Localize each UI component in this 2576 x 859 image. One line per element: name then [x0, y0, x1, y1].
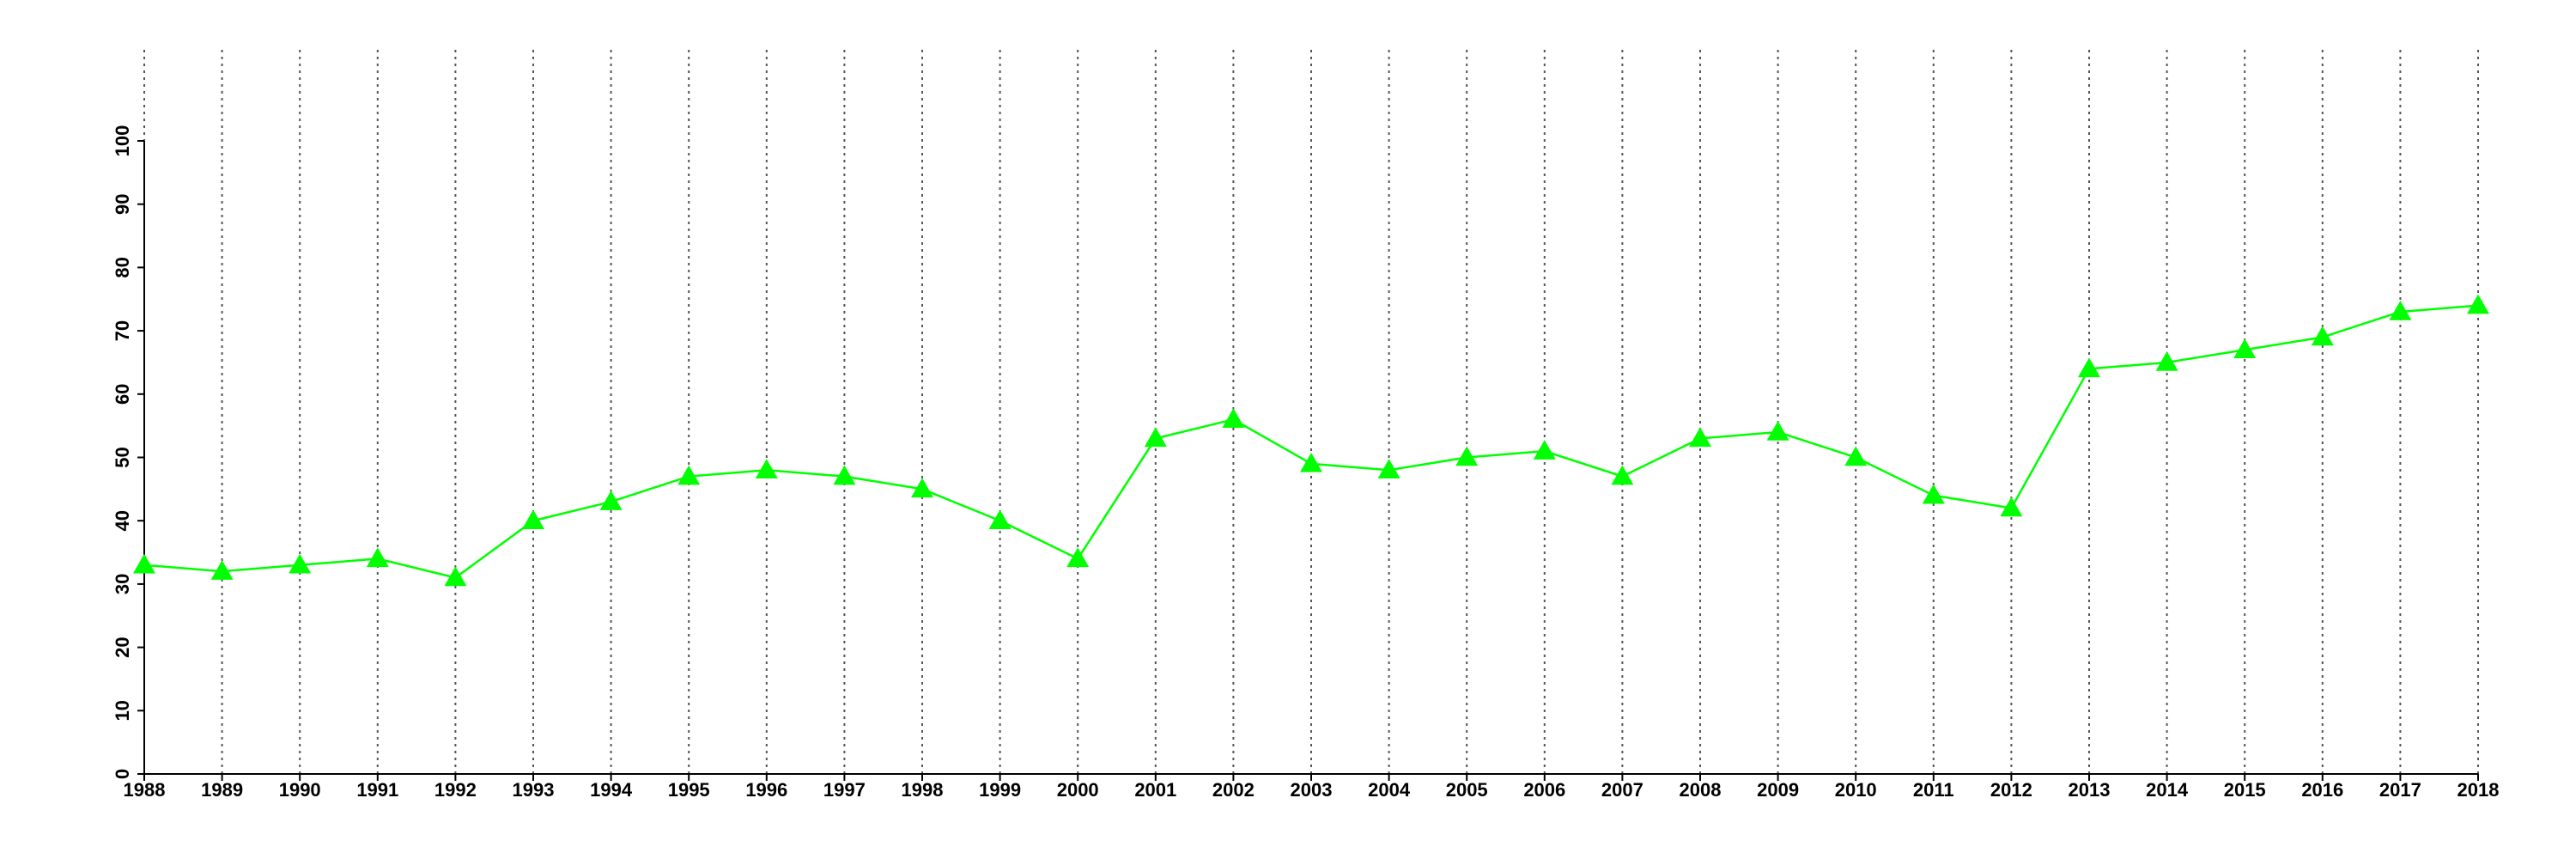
- marker: [1066, 547, 1090, 568]
- y-tick-label: 60: [112, 384, 133, 405]
- x-tick-label: 1997: [823, 779, 866, 801]
- marker: [1689, 427, 1711, 448]
- marker: [2155, 350, 2178, 371]
- x-tick-label: 2006: [1523, 779, 1565, 801]
- y-tick-label: 0: [112, 769, 133, 779]
- y-tick-label: 50: [112, 447, 133, 467]
- x-tick-label: 2002: [1212, 779, 1255, 801]
- x-tick-label: 2013: [2069, 779, 2111, 801]
- marker: [522, 509, 544, 529]
- marker: [2000, 497, 2023, 517]
- x-tick-label: 2011: [1913, 779, 1954, 801]
- y-tick-label: 80: [112, 257, 133, 277]
- marker: [133, 553, 155, 574]
- marker: [2467, 294, 2489, 314]
- x-tick-label: 1991: [356, 779, 398, 801]
- marker: [1766, 421, 1789, 441]
- marker: [1300, 452, 1322, 472]
- x-tick-label: 1995: [668, 779, 710, 801]
- x-tick-label: 2018: [2458, 779, 2500, 801]
- marker: [911, 478, 933, 498]
- x-tick-label: 1994: [590, 779, 633, 801]
- marker: [2389, 300, 2412, 320]
- marker: [677, 465, 701, 485]
- x-tick-label: 2001: [1134, 779, 1176, 801]
- marker: [2233, 338, 2257, 358]
- y-tick-label: 10: [112, 700, 133, 721]
- x-tick-label: 2004: [1368, 779, 1411, 801]
- x-tick-label: 1992: [434, 779, 477, 801]
- marker: [1922, 484, 1945, 504]
- marker: [1222, 408, 1245, 429]
- x-tick-label: 1990: [279, 779, 321, 801]
- marker: [1455, 446, 1479, 466]
- x-tick-label: 1988: [124, 779, 166, 801]
- marker: [833, 465, 856, 485]
- marker: [366, 547, 389, 568]
- marker: [1611, 465, 1634, 485]
- x-tick-label: 1999: [979, 779, 1021, 801]
- x-tick-label: 2014: [2146, 779, 2189, 801]
- x-tick-label: 1996: [745, 779, 787, 801]
- y-tick-label: 90: [112, 193, 133, 214]
- x-tick-label: 1989: [201, 779, 243, 801]
- x-tick-label: 2016: [2301, 779, 2343, 801]
- marker: [1844, 446, 1868, 466]
- marker: [444, 566, 467, 587]
- y-tick-label: 30: [112, 574, 133, 594]
- y-tick-label: 40: [112, 510, 133, 531]
- x-tick-label: 2000: [1057, 779, 1099, 801]
- x-tick-label: 2008: [1680, 779, 1722, 801]
- marker: [988, 509, 1012, 529]
- x-tick-label: 2009: [1757, 779, 1799, 801]
- marker: [1144, 427, 1167, 448]
- x-tick-label: 2012: [1990, 779, 2032, 801]
- x-tick-label: 2017: [2379, 779, 2421, 801]
- x-tick-label: 1998: [902, 779, 944, 801]
- y-tick-label: 70: [112, 320, 133, 341]
- x-tick-label: 2010: [1835, 779, 1877, 801]
- marker: [289, 553, 312, 574]
- x-tick-label: 2007: [1601, 779, 1643, 801]
- marker: [755, 459, 778, 478]
- x-tick-label: 2015: [2224, 779, 2266, 801]
- marker: [2311, 326, 2334, 346]
- marker: [210, 560, 234, 580]
- marker: [599, 490, 623, 510]
- x-tick-label: 2003: [1291, 779, 1333, 801]
- x-tick-label: 2005: [1446, 779, 1488, 801]
- marker: [2078, 357, 2100, 378]
- y-tick-label: 20: [112, 637, 133, 657]
- marker: [1533, 440, 1556, 460]
- marker: [1377, 459, 1400, 478]
- x-tick-label: 1993: [513, 779, 555, 801]
- y-tick-label: 100: [112, 125, 133, 157]
